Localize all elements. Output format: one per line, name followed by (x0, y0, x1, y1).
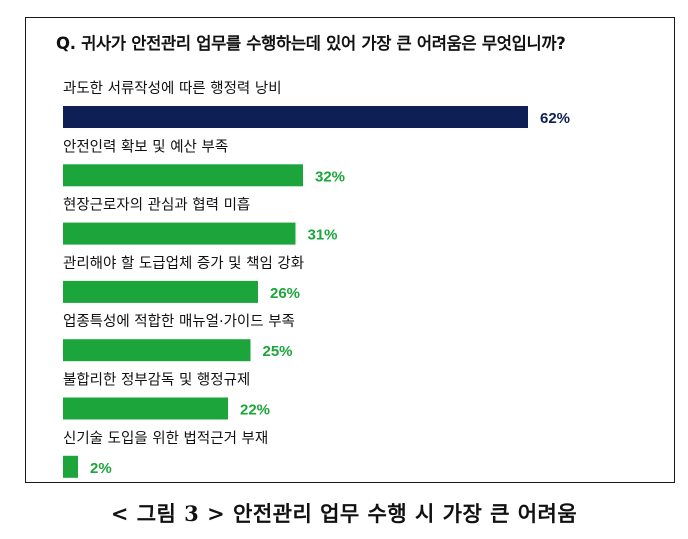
value-label: 62% (540, 110, 570, 127)
value-label: 25% (263, 343, 293, 360)
question-title: Q. 귀사가 안전관리 업무를 수행하는데 있어 가장 큰 어려움은 무엇입니까… (56, 34, 566, 53)
bar (63, 339, 251, 362)
category-label: 관리해야 할 도급업체 증가 및 책임 강화 (63, 255, 304, 272)
bar (63, 455, 78, 478)
category-label: 과도한 서류작성에 따른 행정력 낭비 (63, 80, 282, 97)
bar (63, 164, 303, 187)
chart-frame: Q. 귀사가 안전관리 업무를 수행하는데 있어 가장 큰 어려움은 무엇입니까… (25, 17, 675, 483)
category-label: 업종특성에 적합한 매뉴얼·가이드 부족 (63, 313, 295, 330)
bar (63, 222, 296, 245)
category-label: 불합리한 정부감독 및 행정규제 (63, 372, 250, 389)
value-label: 22% (240, 402, 270, 419)
category-label: 현장근로자의 관심과 협력 미흡 (63, 197, 250, 214)
figure-caption: < 그림 3 > 안전관리 업무 수행 시 가장 큰 어려움 (110, 501, 578, 526)
value-label: 31% (308, 227, 338, 244)
value-label: 2% (90, 460, 112, 477)
bar (63, 106, 528, 128)
category-label: 안전인력 확보 및 예산 부족 (63, 138, 228, 155)
category-label: 신기술 도입을 위한 법적근거 부재 (63, 430, 268, 447)
value-label: 32% (315, 168, 345, 185)
bar (63, 397, 228, 420)
bar (63, 280, 258, 303)
bar-chart: 과도한 서류작성에 따른 행정력 낭비 62% 안전인력 확보 및 예산 부족 32%… (63, 80, 570, 478)
value-label: 26% (270, 285, 300, 302)
